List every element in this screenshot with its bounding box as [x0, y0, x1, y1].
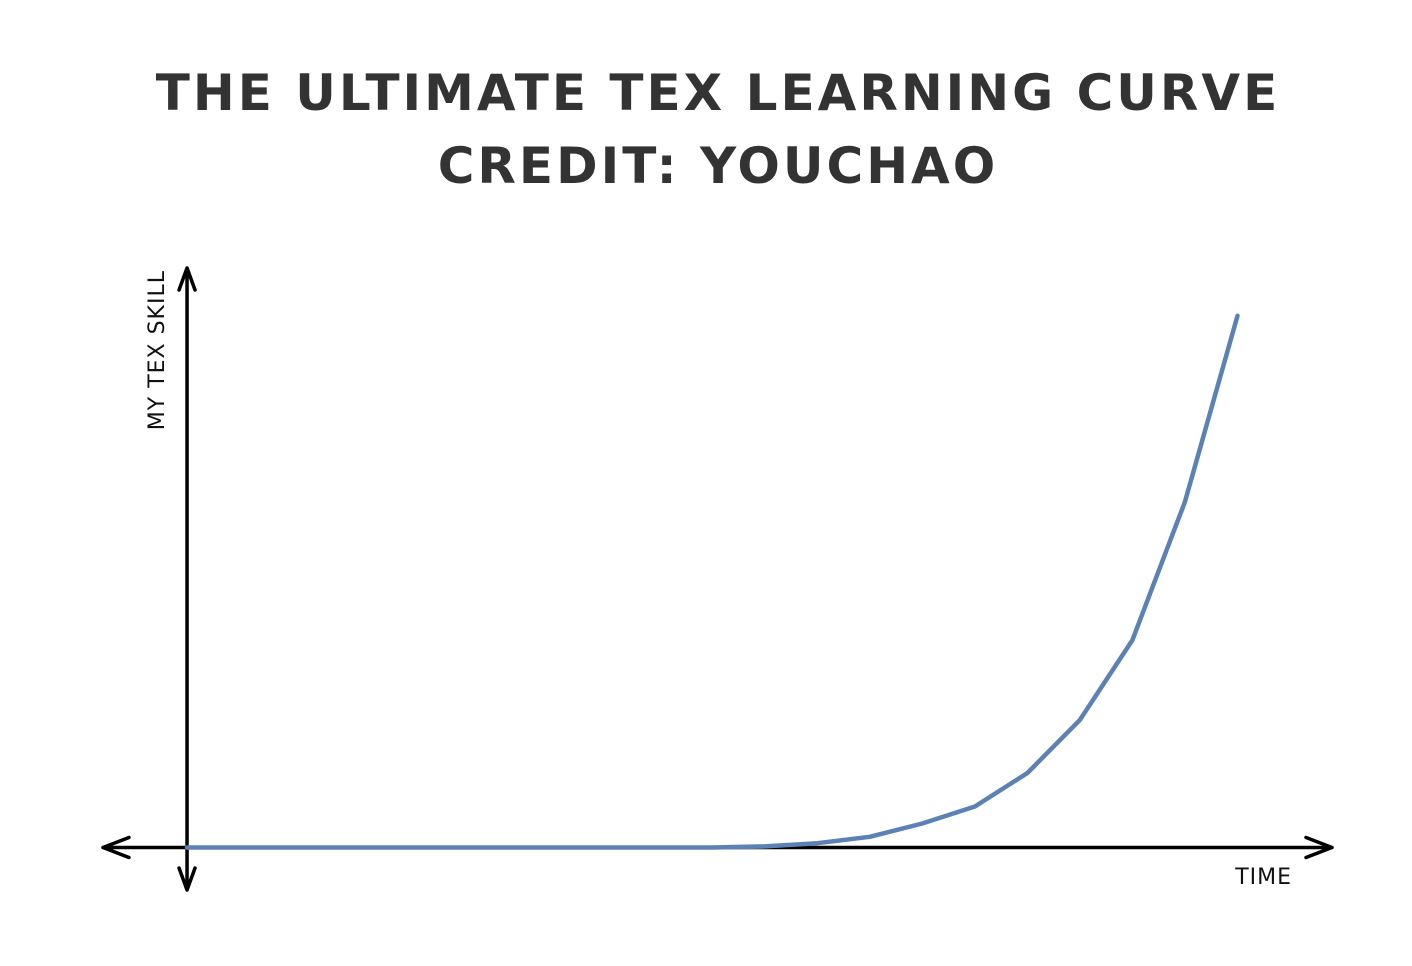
chart-subtitle: CREDIT: YOUCHAO: [438, 137, 999, 195]
chart-title: THE ULTIMATE TEX LEARNING CURVE: [156, 64, 1280, 122]
y-axis: [177, 266, 197, 892]
x-axis-label: TIME: [1234, 865, 1292, 890]
y-axis-label: MY TEX SKILL: [145, 270, 170, 430]
line-series: [184, 313, 1240, 850]
